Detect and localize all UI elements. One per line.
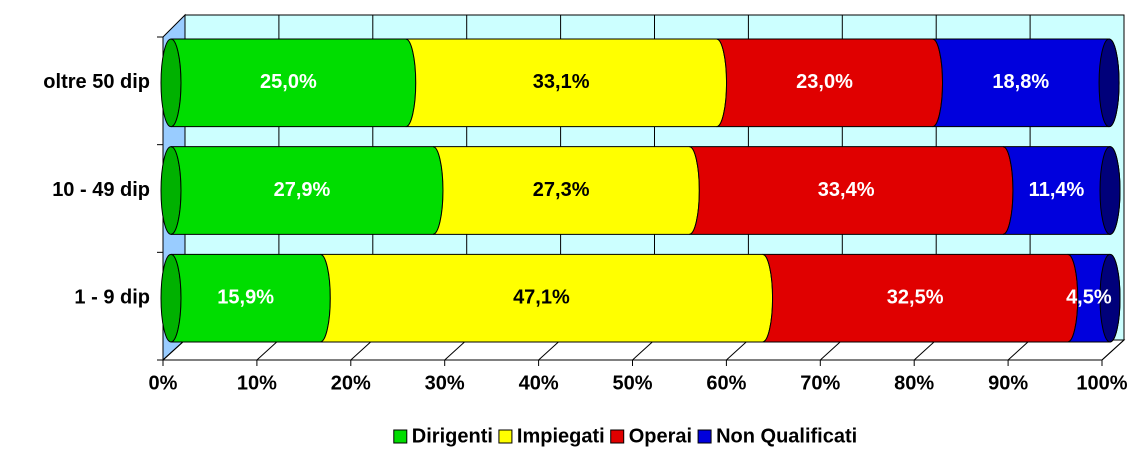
floor-grid-line (632, 339, 655, 361)
legend-item: Operai (610, 425, 692, 447)
y-tick-label: 10 - 49 dip (52, 179, 150, 201)
floor-grid-line (162, 339, 186, 361)
x-tick-label: 60% (706, 372, 746, 394)
value-label: 32,5% (887, 286, 944, 308)
x-tick-label: 40% (519, 372, 559, 394)
y-tick-label: 1 - 9 dip (74, 286, 150, 308)
legend-swatch (393, 429, 408, 444)
value-label: 18,8% (992, 71, 1049, 93)
value-label: 27,3% (533, 179, 590, 201)
floor-grid-line (444, 339, 468, 361)
floor-grid-line (913, 339, 937, 361)
x-tick-label: 70% (800, 372, 840, 394)
y-tick-label: oltre 50 dip (43, 71, 150, 93)
floor-grid-line (1101, 339, 1125, 361)
value-label: 47,1% (513, 286, 570, 308)
value-label: 27,9% (274, 179, 331, 201)
legend-label: Operai (629, 425, 692, 447)
value-label: 23,0% (796, 71, 853, 93)
labels: 0% 10% 20% 30% 40% 50% 60% 70% 80% 90% 100% oltre 5… (43, 71, 1127, 394)
legend-item: Impiegati (498, 425, 605, 447)
bar-cap (1099, 253, 1121, 343)
legend: Dirigenti Impiegati Operai Non Qualificati (393, 425, 857, 447)
value-label: 33,4% (818, 179, 875, 201)
x-tick-label: 80% (894, 372, 934, 394)
x-tick-label: 100% (1076, 372, 1127, 394)
legend-label: Non Qualificati (716, 425, 857, 447)
x-tick-label: 30% (425, 372, 465, 394)
legend-item: Non Qualificati (697, 425, 857, 447)
floor-grid-line (538, 339, 561, 361)
legend-swatch (697, 429, 712, 444)
legend-label: Dirigenti (412, 425, 493, 447)
bar-cap (1099, 146, 1121, 235)
legend-swatch (610, 429, 625, 444)
value-label: 15,9% (217, 286, 274, 308)
x-tick-label: 0% (149, 372, 178, 394)
bars (160, 38, 1121, 343)
x-tick-label: 10% (237, 372, 277, 394)
value-label: 11,4% (1029, 179, 1085, 201)
value-label: 4,5% (1066, 286, 1112, 308)
floor-grid-line (819, 339, 843, 361)
value-label: 33,1% (533, 71, 590, 93)
legend-swatch (498, 429, 513, 444)
floor-grid-line (1007, 339, 1031, 361)
legend-label: Impiegati (517, 425, 605, 447)
x-tick-label: 20% (331, 372, 371, 394)
x-tick-label: 50% (612, 372, 652, 394)
floor-grid-line (350, 339, 374, 361)
value-label: 25,0% (260, 71, 317, 93)
x-tick-label: 90% (988, 372, 1028, 394)
legend-item: Dirigenti (393, 425, 493, 447)
floor-grid-line (726, 339, 749, 361)
floor-grid-line (256, 339, 280, 361)
bar-cap (1098, 38, 1120, 128)
